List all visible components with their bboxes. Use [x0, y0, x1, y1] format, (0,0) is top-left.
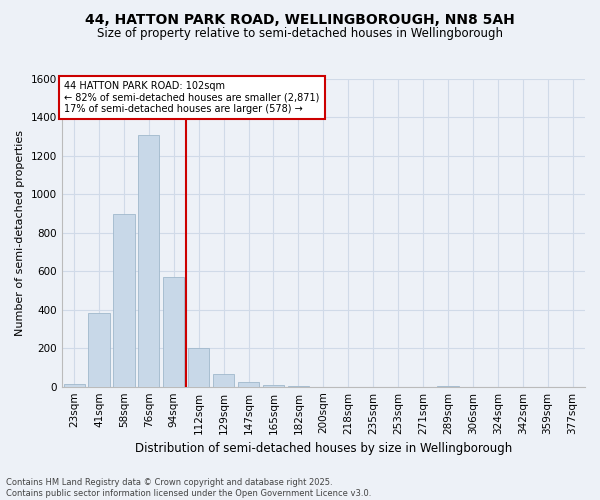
- Text: 44 HATTON PARK ROAD: 102sqm
← 82% of semi-detached houses are smaller (2,871)
17: 44 HATTON PARK ROAD: 102sqm ← 82% of sem…: [64, 80, 320, 114]
- Text: Size of property relative to semi-detached houses in Wellingborough: Size of property relative to semi-detach…: [97, 28, 503, 40]
- Y-axis label: Number of semi-detached properties: Number of semi-detached properties: [15, 130, 25, 336]
- Bar: [163, 277, 184, 386]
- Bar: [88, 312, 110, 386]
- Bar: [138, 135, 160, 386]
- Text: Contains HM Land Registry data © Crown copyright and database right 2025.
Contai: Contains HM Land Registry data © Crown c…: [6, 478, 371, 498]
- Bar: [188, 348, 209, 387]
- Bar: [213, 374, 234, 386]
- Text: 44, HATTON PARK ROAD, WELLINGBOROUGH, NN8 5AH: 44, HATTON PARK ROAD, WELLINGBOROUGH, NN…: [85, 12, 515, 26]
- Bar: [113, 214, 134, 386]
- Bar: [263, 385, 284, 386]
- Bar: [64, 384, 85, 386]
- Bar: [238, 382, 259, 386]
- X-axis label: Distribution of semi-detached houses by size in Wellingborough: Distribution of semi-detached houses by …: [135, 442, 512, 455]
